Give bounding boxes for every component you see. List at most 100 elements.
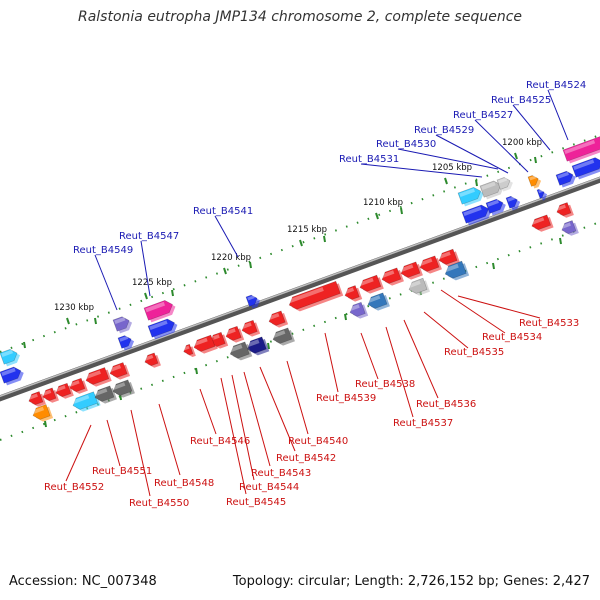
gene-label[interactable]: Reut_B4550 [129, 498, 189, 509]
leader-line [360, 332, 379, 380]
gene-reverse[interactable] [418, 255, 442, 276]
gene-reverse[interactable] [192, 334, 218, 356]
gene-forward[interactable] [479, 178, 506, 200]
gene-forward[interactable] [143, 298, 178, 323]
gene-label[interactable]: Reut_B4543 [251, 468, 311, 479]
gene-reverse[interactable] [41, 387, 59, 405]
gene-forward[interactable] [527, 173, 543, 189]
gene-reverse[interactable] [224, 325, 245, 346]
scale-tick [492, 262, 495, 270]
scale-tick [195, 367, 198, 375]
gene-label[interactable]: Reut_B4525 [491, 95, 551, 106]
gene-label[interactable]: Reut_B4544 [239, 482, 299, 493]
gene-reverse[interactable] [399, 261, 423, 282]
gene-body [562, 136, 600, 162]
gene-forward[interactable] [112, 314, 134, 334]
scale-tick [44, 420, 47, 428]
gene-label[interactable]: Reut_B4547 [119, 231, 179, 242]
gene-reverse[interactable] [267, 310, 289, 330]
gene-highlight [85, 370, 101, 379]
gene-forward[interactable] [245, 293, 262, 309]
gene-reverse[interactable] [182, 343, 196, 360]
gene-forward[interactable] [555, 169, 578, 188]
gene-reverse[interactable] [84, 367, 112, 389]
gene-label[interactable]: Reut_B4552 [44, 482, 104, 493]
gene-forward[interactable] [505, 194, 522, 211]
gene-reverse[interactable] [443, 260, 470, 283]
gene-label[interactable]: Reut_B4535 [444, 347, 504, 358]
gene-reverse[interactable] [68, 377, 88, 397]
gene-reverse[interactable] [228, 341, 253, 363]
gene-label[interactable]: Reut_B4534 [482, 332, 542, 343]
gene-forward[interactable] [536, 187, 549, 201]
leader-line [457, 295, 541, 319]
gene-reverse[interactable] [530, 214, 554, 234]
gene-label[interactable]: Reut_B4539 [316, 393, 376, 404]
gene-label[interactable]: Reut_B4545 [226, 497, 286, 508]
gene-forward[interactable] [461, 202, 493, 226]
gene-forward[interactable] [0, 364, 26, 386]
gene-reverse[interactable] [380, 267, 404, 288]
gene-reverse[interactable] [348, 301, 369, 322]
gene-reverse[interactable] [240, 319, 261, 340]
gene-reverse[interactable] [93, 385, 117, 406]
gene-reverse[interactable] [54, 382, 74, 402]
gene-body [288, 280, 341, 310]
gene-forward[interactable] [496, 175, 515, 192]
gene-reverse[interactable] [111, 379, 135, 400]
gene-reverse[interactable] [366, 292, 390, 313]
gene-reverse[interactable] [343, 285, 363, 304]
gene-label[interactable]: Reut_B4538 [355, 379, 415, 390]
gene-reverse[interactable] [407, 277, 430, 299]
gene-label[interactable]: Reut_B4540 [288, 436, 348, 447]
gene-label[interactable]: Reut_B4541 [193, 206, 253, 217]
gene-label[interactable]: Reut_B4537 [393, 418, 453, 429]
gene-highlight [241, 322, 252, 329]
leader-line [214, 215, 239, 258]
gene-forward[interactable] [147, 316, 179, 340]
gene-highlight [145, 301, 166, 313]
gene-body [400, 261, 421, 278]
gene-reverse[interactable] [271, 327, 295, 348]
gene-label[interactable]: Reut_B4542 [276, 453, 336, 464]
gene-forward[interactable] [0, 347, 22, 367]
gene-reverse[interactable] [358, 274, 384, 296]
gene-label[interactable]: Reut_B4546 [190, 436, 250, 447]
gene-label[interactable]: Reut_B4524 [526, 80, 586, 91]
gene-forward[interactable] [485, 197, 508, 216]
gene-label[interactable]: Reut_B4529 [414, 125, 474, 136]
gene-reverse[interactable] [143, 352, 161, 370]
scale-label: 1205 kbp [432, 163, 472, 173]
gene-reverse[interactable] [287, 280, 344, 315]
gene-reverse[interactable] [560, 220, 579, 238]
gene-forward[interactable] [571, 155, 600, 180]
gene-label[interactable]: Reut_B4531 [339, 154, 399, 165]
gene-body [527, 175, 539, 187]
gene-label[interactable]: Reut_B4548 [154, 478, 214, 489]
gene-body [505, 195, 518, 209]
gene-highlight [359, 277, 374, 286]
gene-body [419, 255, 440, 272]
gene-label[interactable]: Reut_B4533 [519, 318, 579, 329]
gene-label[interactable]: Reut_B4551 [92, 466, 152, 477]
gene-forward[interactable] [117, 333, 136, 351]
gene-label[interactable]: Reut_B4527 [453, 110, 513, 121]
gene-label[interactable]: Reut_B4549 [73, 245, 133, 256]
gene-label[interactable]: Reut_B4536 [416, 399, 476, 410]
leader-line [403, 319, 439, 399]
gene-reverse[interactable] [27, 391, 46, 409]
gene-forward[interactable] [562, 134, 600, 164]
gene-reverse[interactable] [555, 202, 574, 220]
gene-reverse[interactable] [108, 362, 131, 382]
leader-line [106, 419, 121, 467]
gene-highlight [573, 159, 595, 170]
gene-highlight [561, 222, 571, 229]
gene-reverse[interactable] [31, 404, 54, 424]
gene-reverse[interactable] [71, 391, 101, 414]
gene-forward[interactable] [457, 185, 486, 207]
leader-line [220, 377, 247, 495]
gene-reverse[interactable] [437, 248, 460, 270]
gene-label[interactable]: Reut_B4530 [376, 139, 436, 150]
scale-tick [171, 289, 174, 297]
